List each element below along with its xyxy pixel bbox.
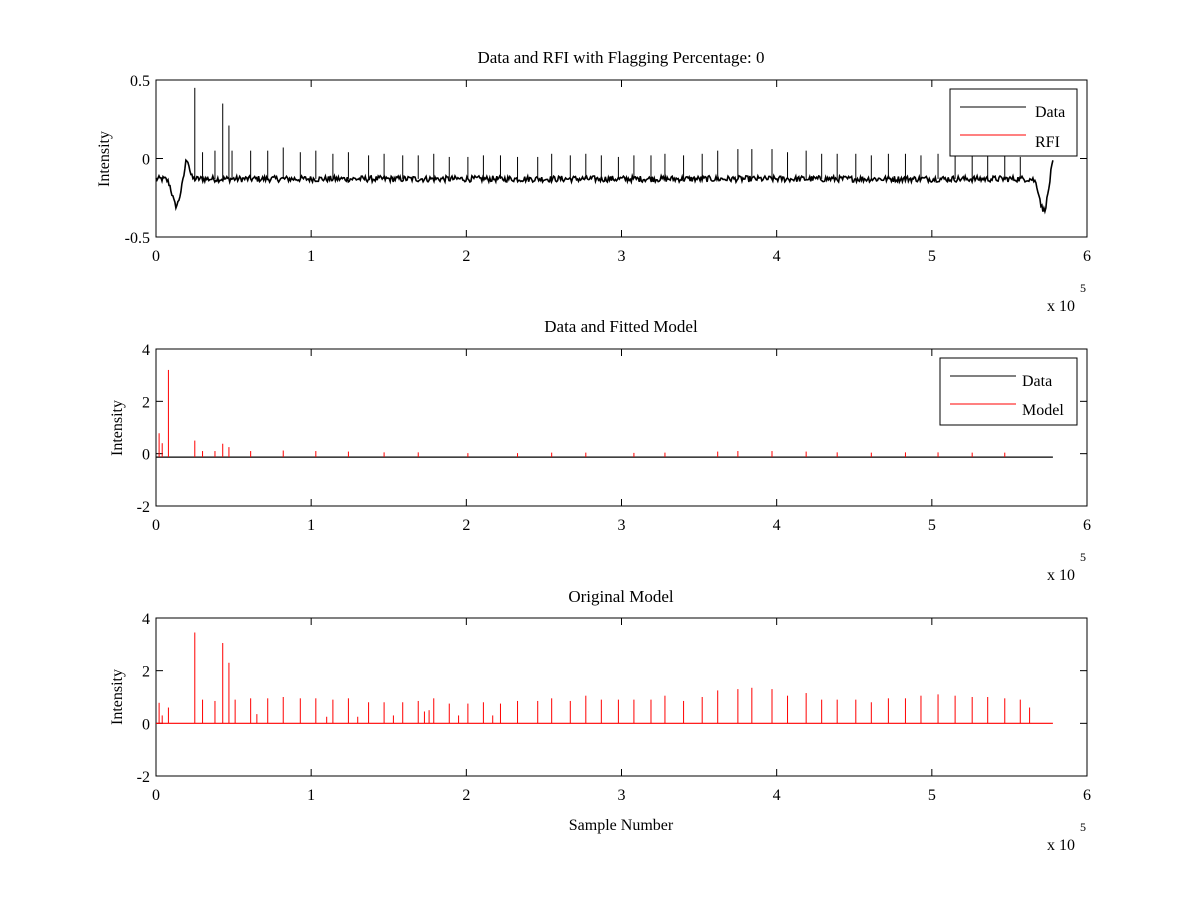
x-tick-label: 2 (462, 787, 470, 804)
x-tick-label: 1 (307, 517, 315, 534)
panel-3-series (156, 632, 1053, 724)
y-tick-label: -0.5 (125, 230, 150, 247)
panel-2-legend-box (939, 357, 1078, 426)
x-tick-label: 6 (1083, 517, 1091, 534)
y-tick-label: 0 (142, 447, 150, 464)
x-tick-label: 6 (1083, 248, 1091, 265)
x-tick-label: 5 (928, 517, 936, 534)
y-tick-label: 4 (142, 342, 150, 359)
panel-3-xlabel: Sample Number (569, 817, 674, 834)
panel-2-x-multiplier-exponent: 5 (1080, 550, 1086, 564)
panel-1-ylabel: Intensity (96, 131, 113, 187)
x-tick-label: 2 (462, 248, 470, 265)
legend-label-data-2: Data (1022, 373, 1052, 390)
x-tick-label: 3 (618, 517, 626, 534)
panel-1-y-ticks: -0.5 0 0.5 (125, 73, 1087, 247)
x-tick-label: 5 (928, 248, 936, 265)
panel-1-series (155, 87, 1054, 215)
panel-3-x-multiplier-exponent: 5 (1080, 820, 1086, 834)
panel-1-axes-box (155, 79, 1088, 238)
panel-2-x-ticks: 0 1 2 3 4 5 6 (152, 349, 1091, 534)
y-tick-label: 0 (142, 152, 150, 169)
panel-1-x-ticks: 0 1 2 3 4 5 6 (152, 80, 1091, 265)
panel-3-y-ticks: -2 0 2 4 (137, 611, 1087, 786)
x-tick-label: 1 (307, 787, 315, 804)
x-tick-label: 3 (618, 787, 626, 804)
panel-2-series (156, 369, 1053, 458)
y-tick-label: -2 (137, 769, 150, 786)
y-tick-label: 0 (142, 716, 150, 733)
x-tick-label: 6 (1083, 787, 1091, 804)
panel-1-x-multiplier-exponent: 5 (1080, 281, 1086, 295)
y-tick-label: 4 (142, 611, 150, 628)
x-tick-label: 5 (928, 787, 936, 804)
legend-label-rfi: RFI (1035, 134, 1060, 151)
series-line-data (155, 158, 1054, 215)
panel-1-legend: Data RFI (949, 88, 1078, 157)
legend-label-model: Model (1022, 402, 1064, 419)
panel-3-axes-box (155, 617, 1088, 777)
x-tick-label: 0 (152, 248, 160, 265)
x-tick-label: 4 (773, 787, 781, 804)
x-tick-label: 4 (773, 517, 781, 534)
y-tick-label: -2 (137, 499, 150, 516)
x-tick-label: 0 (152, 787, 160, 804)
x-tick-label: 0 (152, 517, 160, 534)
panel-2-legend: Data Model (939, 357, 1078, 426)
panel-1-title: Data and RFI with Flagging Percentage: 0 (477, 48, 764, 67)
y-tick-label: 2 (142, 394, 150, 411)
panel-2-x-multiplier: x 10 (1047, 567, 1075, 584)
panel-1-legend-box (949, 88, 1078, 157)
panel-1: Data and RFI with Flagging Percentage: 0… (96, 48, 1091, 315)
x-tick-label: 1 (307, 248, 315, 265)
panel-1-x-multiplier: x 10 (1047, 298, 1075, 315)
panel-3-x-ticks: 0 1 2 3 4 5 6 (152, 618, 1091, 804)
panel-2-axes-box (155, 348, 1088, 507)
x-tick-label: 2 (462, 517, 470, 534)
panel-3-ylabel: Intensity (109, 669, 126, 725)
y-tick-label: 2 (142, 664, 150, 681)
x-tick-label: 3 (618, 248, 626, 265)
panel-3-x-multiplier: x 10 (1047, 837, 1075, 854)
panel-3-title: Original Model (568, 587, 674, 606)
legend-label-data: Data (1035, 104, 1065, 121)
panel-2-ylabel: Intensity (109, 400, 126, 456)
y-tick-label: 0.5 (130, 73, 150, 90)
x-tick-label: 4 (773, 248, 781, 265)
panel-2-title: Data and Fitted Model (544, 317, 698, 336)
